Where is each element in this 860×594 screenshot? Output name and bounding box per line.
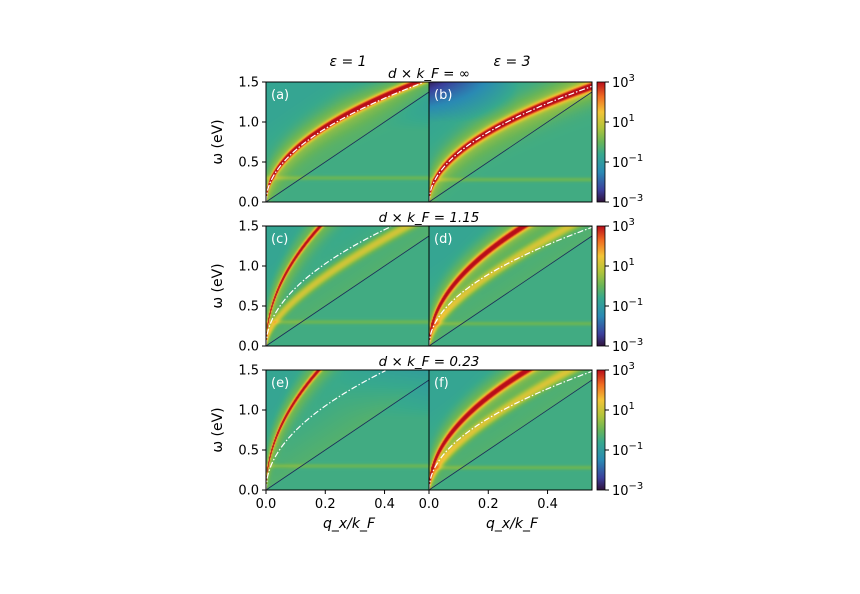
xlabel-left: q_x/k_F bbox=[323, 516, 376, 532]
y-tick-label: 0.0 bbox=[238, 340, 259, 355]
panel-label: (f) bbox=[434, 376, 449, 391]
colorbar-tick-label: 10−1 bbox=[612, 441, 643, 459]
heatmap-image bbox=[429, 82, 592, 202]
column-title-eps3: ε = 3 bbox=[493, 54, 530, 70]
colorbar-tick-label: 103 bbox=[612, 361, 635, 379]
y-tick-label: 0.5 bbox=[238, 444, 259, 459]
interband-edge-line bbox=[265, 91, 430, 203]
panel-label: (d) bbox=[434, 232, 452, 247]
xlabel-right: q_x/k_F bbox=[486, 516, 539, 532]
panel-f: (f) 0.0 0.2 0.4 bbox=[419, 369, 593, 512]
axes-frame bbox=[428, 369, 593, 491]
model-dispersion-curve bbox=[428, 226, 593, 347]
colorbar-tick-label: 10−3 bbox=[612, 193, 643, 211]
row-title-3: d × k_F = 0.23 bbox=[379, 354, 480, 370]
interband-edge-line bbox=[265, 379, 430, 491]
y-tick-label: 1.0 bbox=[238, 260, 259, 275]
heatmap-image bbox=[266, 226, 429, 346]
model-dispersion-curve bbox=[428, 85, 593, 203]
colorbar: 10−3 10−1 101 103 bbox=[596, 361, 643, 499]
y-tick-label: 1.0 bbox=[238, 404, 259, 419]
ylabel-row-2: ω (eV) bbox=[210, 263, 226, 308]
colorbar-gradient bbox=[596, 369, 606, 491]
colorbar-tick-label: 101 bbox=[612, 257, 635, 275]
colorbar-tick-label: 10−1 bbox=[612, 297, 643, 315]
panel-c: (c) 0.0 0.5 1.0 1.5 bbox=[238, 220, 430, 355]
y-tick-label: 0.0 bbox=[238, 484, 259, 499]
panel-label: (a) bbox=[271, 88, 289, 103]
panel-d: (d) bbox=[428, 225, 593, 347]
x-tick-label: 0.4 bbox=[537, 497, 558, 512]
y-tick-label: 0.5 bbox=[238, 300, 259, 315]
interband-edge-line bbox=[428, 379, 593, 491]
interband-edge-line bbox=[265, 235, 430, 347]
ylabel-row-3: ω (eV) bbox=[210, 407, 226, 452]
y-tick-label: 0.0 bbox=[238, 196, 259, 211]
model-dispersion-curve bbox=[265, 81, 424, 203]
panel-label: (b) bbox=[434, 88, 452, 103]
colorbar-gradient bbox=[596, 225, 606, 347]
model-dispersion-curve bbox=[428, 370, 593, 491]
colorbar-tick-label: 10−1 bbox=[612, 153, 643, 171]
heatmap-panels: (a) 0.0 0.5 1.0 1.5 (b) (c) 0.0 0.5 1.0 1.5 (d) (e) 0… bbox=[238, 76, 593, 512]
panel-label: (c) bbox=[271, 232, 288, 247]
y-tick-label: 1.5 bbox=[238, 76, 259, 91]
interband-edge-line bbox=[428, 91, 593, 203]
row-title-2: d × k_F = 1.15 bbox=[379, 210, 480, 226]
axes-frame bbox=[428, 225, 593, 347]
x-tick-label: 0.4 bbox=[374, 497, 395, 512]
colorbar-tick-label: 10−3 bbox=[612, 337, 643, 355]
y-tick-label: 1.5 bbox=[238, 220, 259, 235]
x-tick-label: 0.0 bbox=[256, 497, 277, 512]
row-title-1: d × k_F = ∞ bbox=[388, 66, 470, 82]
ylabel-row-1: ω (eV) bbox=[210, 119, 226, 164]
heatmap-image bbox=[429, 370, 592, 490]
colorbars: 10−310−110110310−310−110110310−310−11011… bbox=[596, 73, 643, 499]
column-title-eps1: ε = 1 bbox=[329, 54, 366, 70]
model-dispersion-curve bbox=[265, 370, 386, 491]
x-tick-label: 0.2 bbox=[478, 497, 499, 512]
panel-b: (b) bbox=[428, 81, 593, 203]
model-dispersion-curve bbox=[265, 225, 392, 347]
heatmap-image bbox=[266, 370, 429, 490]
interband-edge-line bbox=[428, 235, 593, 347]
panel-a: (a) 0.0 0.5 1.0 1.5 bbox=[238, 76, 430, 211]
colorbar: 10−3 10−1 101 103 bbox=[596, 217, 643, 355]
x-tick-label: 0.2 bbox=[315, 497, 336, 512]
axes-frame bbox=[428, 81, 593, 203]
colorbar: 10−3 10−1 101 103 bbox=[596, 73, 643, 211]
colorbar-tick-label: 103 bbox=[612, 73, 635, 91]
heatmap-image bbox=[429, 226, 592, 346]
heatmap-image bbox=[266, 82, 429, 202]
colorbar-gradient bbox=[596, 81, 606, 203]
y-tick-label: 0.5 bbox=[238, 156, 259, 171]
colorbar-tick-label: 10−3 bbox=[612, 481, 643, 499]
colorbar-tick-label: 103 bbox=[612, 217, 635, 235]
y-tick-label: 1.5 bbox=[238, 364, 259, 379]
y-tick-label: 1.0 bbox=[238, 116, 259, 131]
colorbar-tick-label: 101 bbox=[612, 113, 635, 131]
colorbar-tick-label: 101 bbox=[612, 401, 635, 419]
panel-e: (e) 0.0 0.5 1.0 1.5 0.0 0.2 0.4 bbox=[238, 364, 430, 512]
x-tick-label: 0.0 bbox=[419, 497, 440, 512]
panel-label: (e) bbox=[271, 376, 289, 391]
